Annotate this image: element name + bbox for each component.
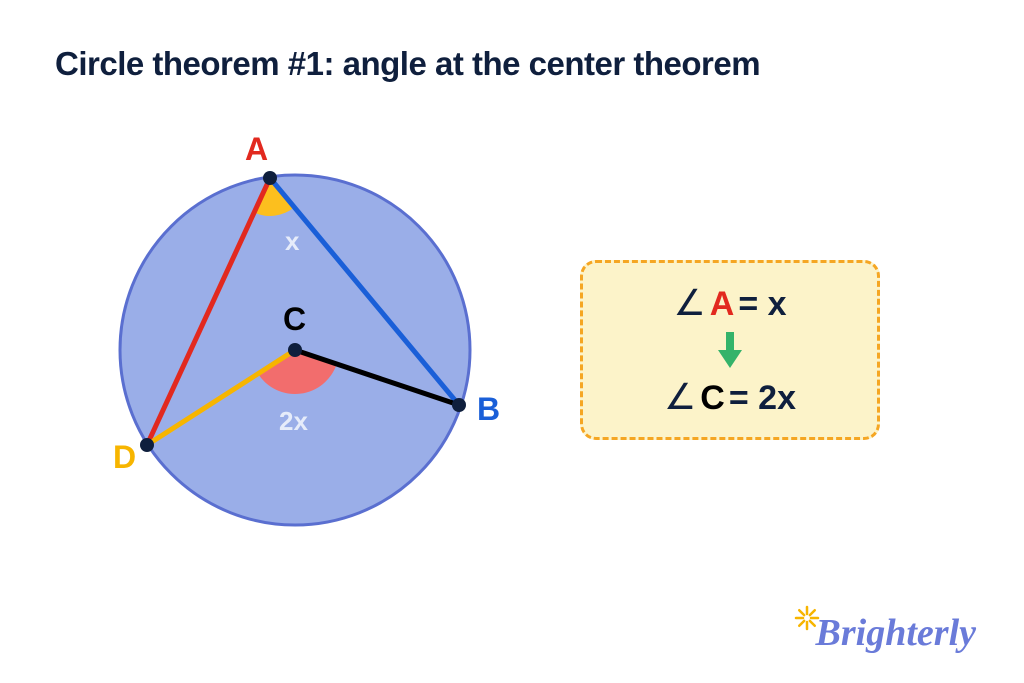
down-arrow-icon: [716, 330, 744, 370]
angle-symbol: ∠: [664, 376, 696, 418]
label-A: A: [245, 131, 268, 167]
angle-label-x: x: [285, 226, 300, 256]
label-D: D: [113, 439, 136, 475]
formula-line-2: ∠ C = 2x: [664, 376, 796, 418]
diagram-svg: A B C D x 2x: [85, 130, 505, 550]
formula-var-c: C: [700, 379, 725, 418]
angle-symbol: ∠: [673, 282, 705, 324]
brand-logo: Brighterly: [816, 611, 976, 655]
label-B: B: [477, 391, 500, 427]
formula-eq-x: = x: [738, 285, 786, 324]
formula-line-1: ∠ A = x: [673, 282, 786, 324]
label-C: C: [283, 301, 306, 337]
point-B: [452, 398, 466, 412]
point-C: [288, 343, 302, 357]
circle-theorem-diagram: A B C D x 2x: [85, 130, 505, 550]
formula-box: ∠ A = x ∠ C = 2x: [580, 260, 880, 440]
formula-eq-2x: = 2x: [729, 379, 796, 418]
angle-label-2x: 2x: [279, 406, 308, 436]
point-A: [263, 171, 277, 185]
point-D: [140, 438, 154, 452]
page-title: Circle theorem #1: angle at the center t…: [55, 45, 760, 83]
formula-var-a: A: [710, 285, 735, 324]
